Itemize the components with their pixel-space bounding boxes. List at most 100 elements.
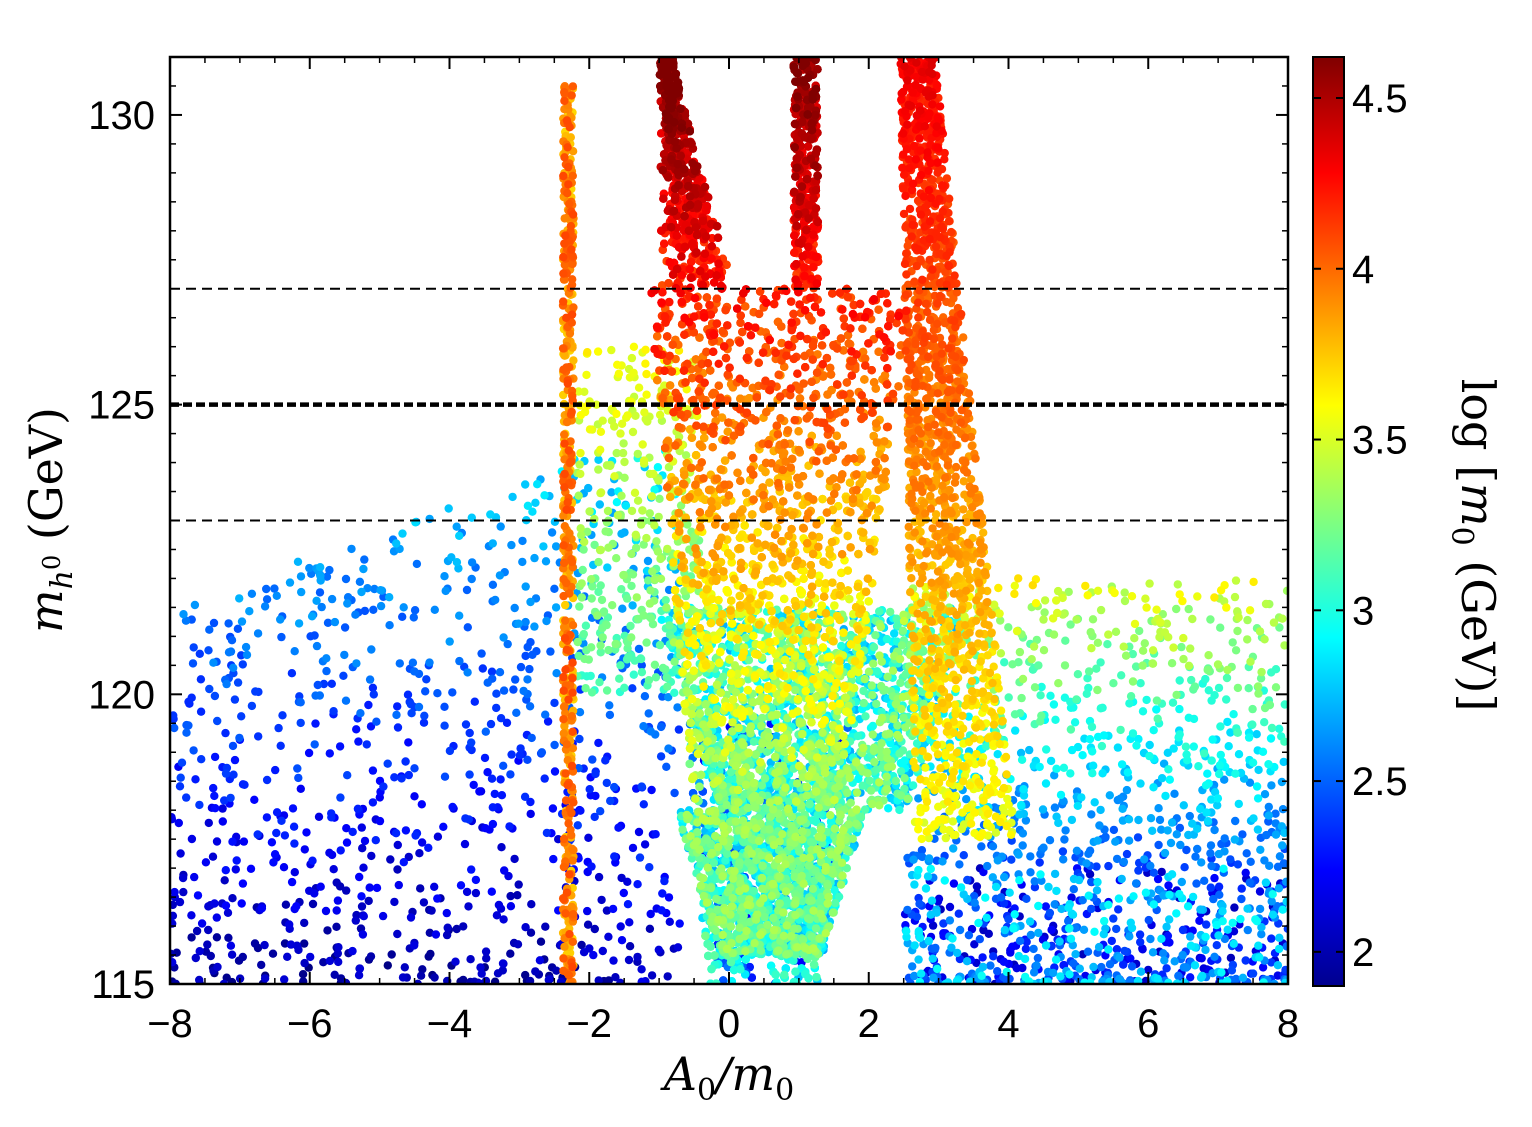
scatter-point xyxy=(425,658,434,667)
scatter-point xyxy=(488,819,498,829)
scatter-point xyxy=(355,872,364,882)
scatter-point xyxy=(1237,894,1246,904)
scatter-point xyxy=(1089,962,1098,972)
scatter-point xyxy=(634,827,644,837)
scatter-point xyxy=(336,846,345,855)
scatter-point xyxy=(1202,920,1211,929)
scatter-point xyxy=(926,910,935,919)
scatter-point xyxy=(440,772,450,781)
scatter-point xyxy=(837,641,846,651)
scatter-point xyxy=(1267,668,1276,677)
scatter-point xyxy=(364,896,373,906)
scatter-point xyxy=(430,882,439,891)
scatter-point xyxy=(486,510,495,519)
scatter-point xyxy=(1268,890,1277,899)
scatter-point xyxy=(1206,883,1216,892)
scatter-point xyxy=(212,933,222,942)
scatter-point xyxy=(276,615,285,624)
scatter-point xyxy=(175,782,185,791)
scatter-point xyxy=(1142,695,1151,705)
scatter-point xyxy=(506,902,516,911)
scatter-point xyxy=(226,941,236,950)
scatter-point xyxy=(1070,718,1080,727)
scatter-point xyxy=(467,865,476,874)
scatter-point xyxy=(410,764,419,773)
scatter-point xyxy=(404,770,413,780)
scatter-point xyxy=(675,919,684,928)
scatter-point xyxy=(442,908,451,918)
scatter-point xyxy=(506,891,515,901)
scatter-point xyxy=(1036,870,1045,879)
scatter-point xyxy=(372,717,381,726)
scatter-point xyxy=(872,667,882,676)
scatter-point xyxy=(988,842,998,851)
scatter-point xyxy=(1178,925,1188,935)
scatter-point xyxy=(1114,905,1123,914)
scatter-point xyxy=(1265,861,1274,870)
scatter-point xyxy=(1201,674,1210,684)
scatter-point xyxy=(1209,894,1218,904)
scatter-point xyxy=(1248,758,1258,767)
scatter-point xyxy=(323,926,332,935)
scatter-point xyxy=(1092,886,1102,895)
scatter-point xyxy=(981,893,990,902)
scatter-point xyxy=(1115,953,1124,962)
scatter-point xyxy=(1088,769,1097,778)
scatter-point xyxy=(955,860,964,869)
scatter-point xyxy=(956,883,966,892)
scatter-point xyxy=(993,967,1002,976)
scatter-point xyxy=(471,888,481,898)
scatter-point xyxy=(1253,794,1263,803)
scatter-point xyxy=(1245,878,1255,887)
scatter-point xyxy=(1117,671,1126,680)
scatter-point xyxy=(210,791,219,801)
scatter-point xyxy=(442,930,452,940)
scatter-point xyxy=(1112,924,1121,934)
scatter-point xyxy=(550,740,559,750)
scatter-point xyxy=(424,843,433,852)
scatter-point xyxy=(1025,917,1035,926)
scatter-point xyxy=(302,828,311,837)
scatter-point xyxy=(1200,876,1209,885)
scatter-point xyxy=(476,963,485,972)
scatter-point xyxy=(222,679,231,689)
scatter-point xyxy=(989,952,998,961)
scatter-point xyxy=(1112,945,1122,954)
scatter-point xyxy=(383,961,392,970)
scatter-point xyxy=(452,558,462,567)
scatter-point xyxy=(1084,891,1094,900)
scatter-point xyxy=(364,700,373,710)
scatter-point xyxy=(403,690,413,699)
scatter-point xyxy=(250,795,259,804)
scatter-point xyxy=(1278,905,1287,914)
scatter-point xyxy=(325,956,335,966)
scatter-point xyxy=(620,683,629,692)
scatter-point xyxy=(233,624,243,633)
scatter-point xyxy=(982,913,991,922)
scatter-point xyxy=(312,596,321,605)
scatter-point xyxy=(367,645,376,654)
scatter-point xyxy=(1160,848,1170,858)
scatter-point xyxy=(237,899,246,908)
scatter-point xyxy=(478,664,487,673)
scatter-point xyxy=(639,722,648,731)
scatter-point xyxy=(928,954,937,963)
scatter-point xyxy=(416,971,426,980)
scatter-point xyxy=(1236,914,1245,924)
scatter-point xyxy=(312,641,322,651)
scatter-point xyxy=(1237,884,1246,893)
scatter-point xyxy=(329,865,338,874)
scatter-point xyxy=(419,898,429,907)
scatter-point xyxy=(204,818,213,828)
scatter-point xyxy=(452,522,461,531)
scatter-point xyxy=(430,973,439,982)
scatter-point xyxy=(657,906,666,915)
scatter-point xyxy=(1255,904,1265,914)
scatter-point xyxy=(518,557,527,567)
scatter-point xyxy=(653,463,663,472)
scatter-point xyxy=(614,823,623,832)
scatter-point xyxy=(327,850,337,860)
scatter-point xyxy=(1034,928,1043,938)
scatter-point xyxy=(351,610,360,619)
scatter-point xyxy=(1017,800,1026,810)
